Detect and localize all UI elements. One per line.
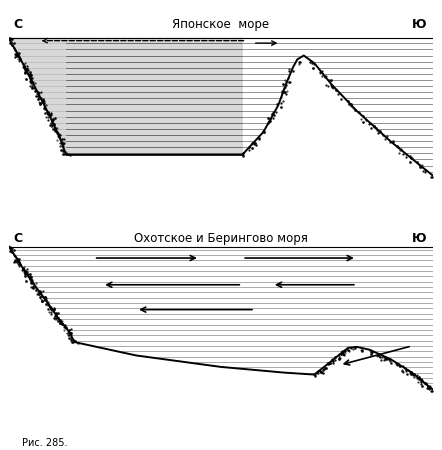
Polygon shape xyxy=(9,38,433,205)
Polygon shape xyxy=(9,247,75,418)
Text: Ю: Ю xyxy=(412,18,427,32)
Text: С: С xyxy=(13,232,22,245)
Polygon shape xyxy=(9,38,433,205)
Polygon shape xyxy=(9,38,242,155)
Text: Охотское и Берингово моря: Охотское и Берингово моря xyxy=(134,232,308,245)
Polygon shape xyxy=(9,38,433,176)
Text: Японское  море: Японское море xyxy=(172,18,270,32)
Polygon shape xyxy=(9,38,66,205)
Text: С: С xyxy=(13,18,22,32)
Polygon shape xyxy=(9,38,66,205)
Text: Рис. 285.: Рис. 285. xyxy=(22,438,68,448)
Polygon shape xyxy=(242,55,433,205)
Polygon shape xyxy=(9,247,433,418)
Polygon shape xyxy=(9,247,433,390)
Text: Ю: Ю xyxy=(412,232,427,245)
